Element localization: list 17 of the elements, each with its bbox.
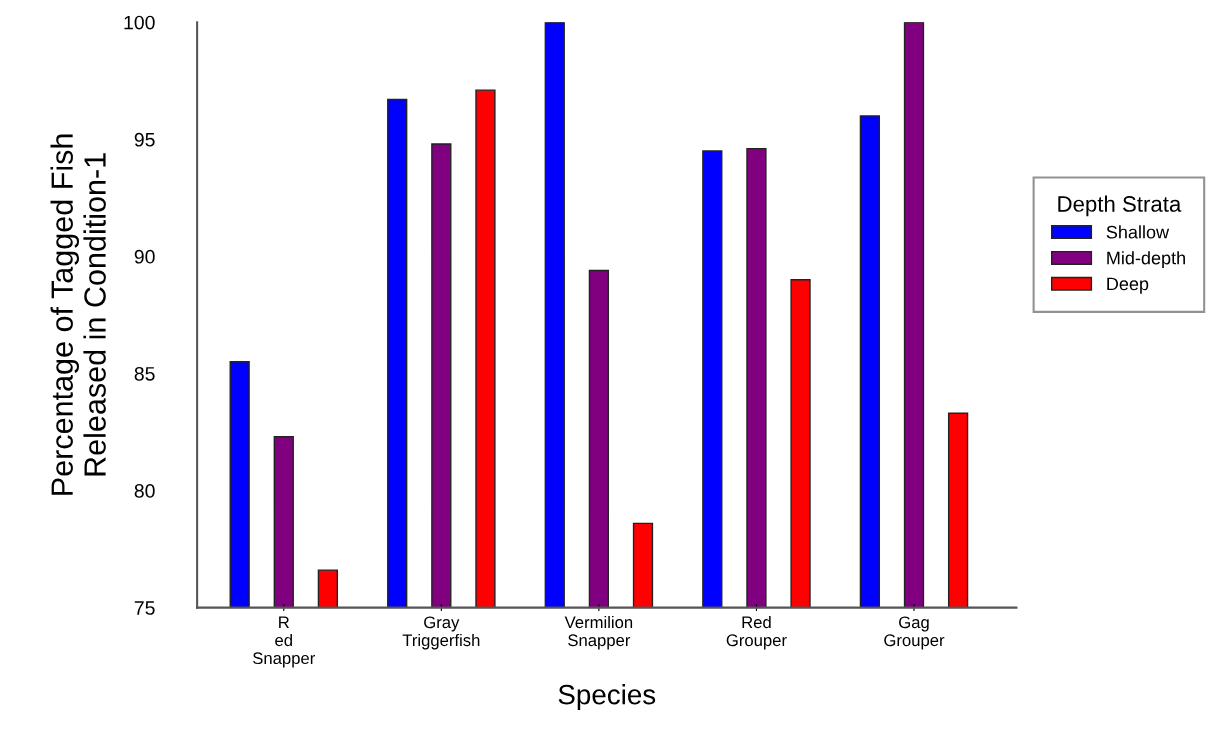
y-tick-label: 85 xyxy=(134,366,155,381)
legend-label: Shallow xyxy=(1106,225,1170,239)
legend-label: Mid-depth xyxy=(1107,251,1185,268)
y-tick-label: 100 xyxy=(124,15,155,30)
x-tick-label: Gag Grouper xyxy=(884,616,945,650)
x-tick-label: R ed Snapper xyxy=(253,616,316,668)
y-tick-label: 90 xyxy=(134,249,155,264)
legend-title: Depth Strata xyxy=(1058,195,1182,217)
x-axis-title: Species xyxy=(558,684,656,710)
x-tick-label: Gray Triggerfish xyxy=(402,616,480,650)
x-tick-label: Red Grouper xyxy=(726,615,787,650)
y-tick-label: 80 xyxy=(134,484,155,498)
y-tick-label: 75 xyxy=(134,601,155,615)
x-tick-label: Vermilion Snapper xyxy=(564,615,633,650)
legend-label: Deep xyxy=(1107,277,1149,294)
y-tick-label: 95 xyxy=(134,132,155,147)
y-axis-title: Percentage of Tagged Fish Released in Condition-1 xyxy=(50,134,106,495)
